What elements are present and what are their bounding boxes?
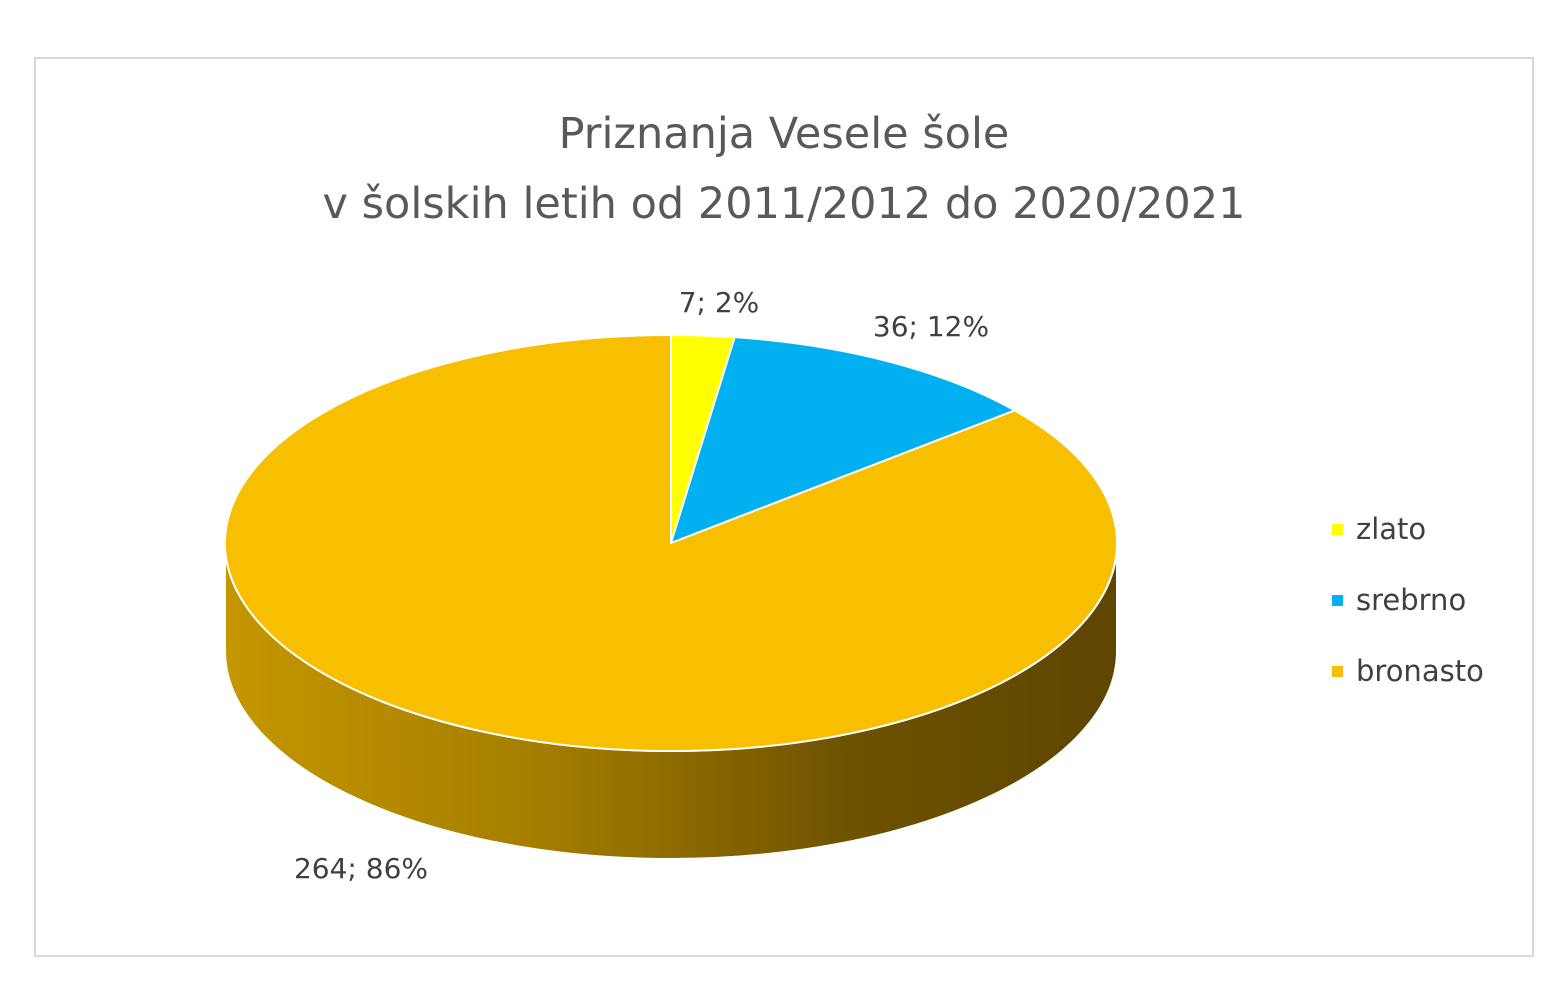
legend-swatch-srebrno: [1332, 594, 1343, 606]
chart-title-line-2: v šolskih letih od 2011/2012 do 2020/202…: [322, 179, 1246, 229]
legend-item-srebrno: srebrno: [1332, 582, 1484, 618]
legend-label-srebrno: srebrno: [1356, 583, 1467, 617]
legend: zlato srebrno bronasto: [1332, 511, 1484, 724]
pie-slice-srebrno: [670, 336, 1016, 544]
legend-swatch-zlato: [1332, 523, 1343, 535]
data-label-zlato: 7; 2%: [679, 286, 760, 319]
chart-title: Priznanja Vesele šole v šolskih letih od…: [36, 99, 1532, 239]
legend-item-zlato: zlato: [1332, 511, 1484, 547]
legend-label-bronasto: bronasto: [1356, 654, 1484, 688]
data-label-bronasto: 264; 86%: [294, 852, 428, 885]
chart-title-line-1: Priznanja Vesele šole: [558, 109, 1010, 159]
legend-item-bronasto: bronasto: [1332, 653, 1484, 689]
legend-swatch-bronasto: [1332, 665, 1343, 677]
data-label-srebrno: 36; 12%: [873, 310, 989, 343]
legend-label-zlato: zlato: [1356, 512, 1427, 546]
pie-slice-bronasto: [224, 334, 1118, 752]
